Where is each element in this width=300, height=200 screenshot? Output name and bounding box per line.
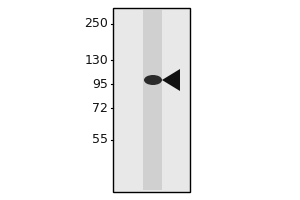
Text: 72: 72: [92, 102, 108, 115]
Text: 250: 250: [84, 17, 108, 30]
Text: 95: 95: [92, 78, 108, 91]
Bar: [113, 8, 190, 192]
Ellipse shape: [144, 75, 162, 85]
Bar: [143, 10, 162, 190]
Polygon shape: [162, 69, 180, 91]
Text: 130: 130: [84, 54, 108, 67]
Text: 55: 55: [92, 133, 108, 146]
